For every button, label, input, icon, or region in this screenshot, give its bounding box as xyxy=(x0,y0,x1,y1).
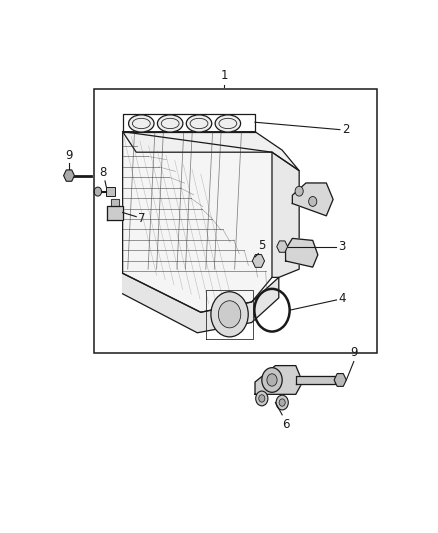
Text: 9: 9 xyxy=(350,345,357,359)
Bar xyxy=(94,88,377,353)
Bar xyxy=(106,187,115,196)
Circle shape xyxy=(279,399,285,406)
Ellipse shape xyxy=(215,115,240,132)
Circle shape xyxy=(267,374,277,386)
Circle shape xyxy=(219,301,241,328)
Polygon shape xyxy=(296,376,335,384)
Polygon shape xyxy=(107,206,123,220)
Polygon shape xyxy=(293,183,333,216)
Text: 8: 8 xyxy=(99,166,106,179)
Polygon shape xyxy=(111,199,119,206)
Circle shape xyxy=(94,187,102,196)
Ellipse shape xyxy=(129,115,154,132)
Circle shape xyxy=(259,395,265,402)
Text: 2: 2 xyxy=(343,123,350,136)
Polygon shape xyxy=(123,273,279,333)
Polygon shape xyxy=(272,152,299,277)
Ellipse shape xyxy=(186,115,212,132)
Ellipse shape xyxy=(157,115,183,132)
Text: 4: 4 xyxy=(339,292,346,305)
Circle shape xyxy=(256,391,268,406)
Text: 3: 3 xyxy=(339,240,346,253)
Text: 1: 1 xyxy=(221,69,228,83)
Circle shape xyxy=(309,197,317,206)
Text: 6: 6 xyxy=(282,418,290,431)
Polygon shape xyxy=(255,366,303,394)
Circle shape xyxy=(295,186,303,196)
Polygon shape xyxy=(286,238,318,267)
Circle shape xyxy=(276,395,288,410)
Circle shape xyxy=(262,368,282,392)
Text: 7: 7 xyxy=(138,212,145,225)
Circle shape xyxy=(211,292,248,337)
Polygon shape xyxy=(123,132,299,171)
Text: 5: 5 xyxy=(258,239,266,252)
Text: 9: 9 xyxy=(65,149,73,163)
Polygon shape xyxy=(123,132,272,312)
